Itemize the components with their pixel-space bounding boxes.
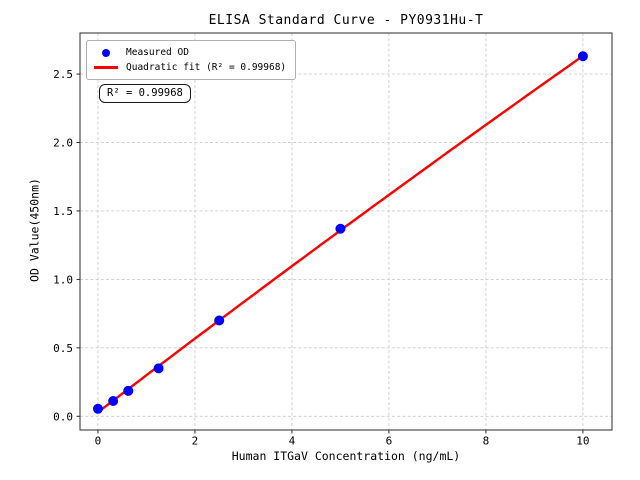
x-tick-label: 8 xyxy=(483,435,490,448)
data-point xyxy=(577,51,588,62)
y-tick-label: 0.0 xyxy=(53,410,73,423)
y-tick-label: 1.0 xyxy=(53,273,73,286)
fit-line xyxy=(96,54,585,414)
y-tick-label: 2.0 xyxy=(53,137,73,150)
x-tick-label: 0 xyxy=(95,435,102,448)
legend-label-measured-od: Measured OD xyxy=(126,46,189,58)
data-point xyxy=(108,395,119,406)
legend-item-measured-od: Measured OD xyxy=(94,45,286,60)
chart-title: ELISA Standard Curve - PY0931Hu-T xyxy=(208,13,484,28)
scatter-marker-icon xyxy=(94,48,118,57)
legend: Measured OD Quadratic fit (R² = 0.99968) xyxy=(86,40,297,80)
y-tick-label: 1.5 xyxy=(53,205,73,218)
data-point xyxy=(214,315,225,326)
data-point xyxy=(123,385,134,396)
data-point xyxy=(153,363,164,374)
data-point xyxy=(92,403,103,414)
x-tick-label: 4 xyxy=(289,435,296,448)
y-tick-label: 2.5 xyxy=(53,68,73,81)
legend-item-quadratic-fit: Quadratic fit (R² = 0.99968) xyxy=(94,60,286,75)
x-axis-label: Human ITGaV Concentration (ng/mL) xyxy=(231,449,461,463)
data-point xyxy=(335,223,346,234)
y-axis-label: OD Value(450nm) xyxy=(27,178,42,282)
x-tick-label: 10 xyxy=(576,435,589,448)
y-tick-label: 0.5 xyxy=(53,342,73,355)
fit-line-icon xyxy=(94,66,118,69)
legend-label-quadratic-fit: Quadratic fit (R² = 0.99968) xyxy=(126,61,287,73)
plot-border xyxy=(79,32,613,431)
x-tick-label: 6 xyxy=(386,435,393,448)
r-squared-annotation: R² = 0.99968 xyxy=(99,84,191,103)
x-tick-label: 2 xyxy=(192,435,199,448)
